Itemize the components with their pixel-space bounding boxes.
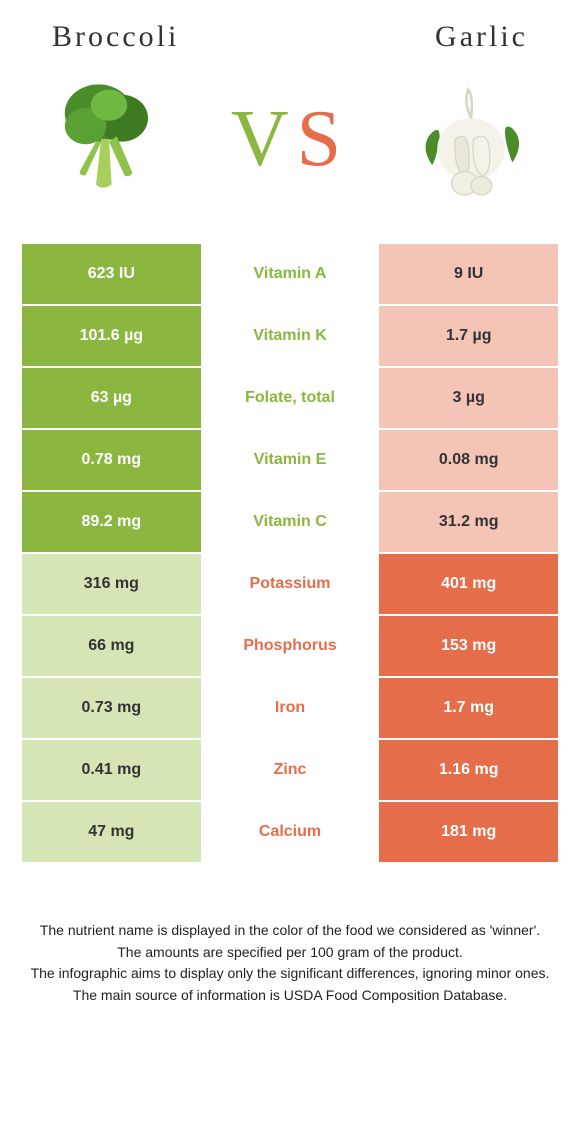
- left-value: 623 IU: [22, 244, 201, 306]
- caption-line: The infographic aims to display only the…: [28, 963, 552, 985]
- right-value: 3 µg: [379, 368, 558, 430]
- left-value: 63 µg: [22, 368, 201, 430]
- vs-label: VS: [184, 94, 396, 185]
- broccoli-icon: [34, 64, 184, 214]
- nutrient-row: 47 mgCalcium181 mg: [22, 802, 558, 864]
- right-value: 401 mg: [379, 554, 558, 616]
- nutrient-row: 0.73 mgIron1.7 mg: [22, 678, 558, 740]
- nutrient-label: Vitamin C: [201, 492, 380, 554]
- right-value: 181 mg: [379, 802, 558, 864]
- right-value: 31.2 mg: [379, 492, 558, 554]
- title-row: Broccoli Garlic: [22, 20, 558, 54]
- right-value: 1.7 mg: [379, 678, 558, 740]
- left-value: 0.78 mg: [22, 430, 201, 492]
- infographic-container: Broccoli Garlic VS: [0, 0, 580, 1144]
- nutrient-table: 623 IUVitamin A9 IU101.6 µgVitamin K1.7 …: [22, 244, 558, 864]
- nutrient-row: 101.6 µgVitamin K1.7 µg: [22, 306, 558, 368]
- nutrient-row: 316 mgPotassium401 mg: [22, 554, 558, 616]
- nutrient-label: Zinc: [201, 740, 380, 802]
- vs-letter-v: V: [231, 95, 297, 183]
- nutrient-label: Folate, total: [201, 368, 380, 430]
- caption-block: The nutrient name is displayed in the co…: [22, 920, 558, 1007]
- nutrient-label: Potassium: [201, 554, 380, 616]
- right-value: 0.08 mg: [379, 430, 558, 492]
- left-value: 66 mg: [22, 616, 201, 678]
- garlic-icon: [396, 64, 546, 214]
- nutrient-row: 66 mgPhosphorus153 mg: [22, 616, 558, 678]
- caption-line: The nutrient name is displayed in the co…: [28, 920, 552, 942]
- right-value: 1.7 µg: [379, 306, 558, 368]
- right-value: 1.16 mg: [379, 740, 558, 802]
- nutrient-label: Vitamin E: [201, 430, 380, 492]
- caption-line: The amounts are specified per 100 gram o…: [28, 942, 552, 964]
- nutrient-row: 0.41 mgZinc1.16 mg: [22, 740, 558, 802]
- right-food-title: Garlic: [290, 20, 558, 54]
- icon-row: VS: [22, 64, 558, 214]
- nutrient-label: Phosphorus: [201, 616, 380, 678]
- left-value: 47 mg: [22, 802, 201, 864]
- nutrient-row: 89.2 mgVitamin C31.2 mg: [22, 492, 558, 554]
- left-value: 101.6 µg: [22, 306, 201, 368]
- nutrient-row: 623 IUVitamin A9 IU: [22, 244, 558, 306]
- right-value: 9 IU: [379, 244, 558, 306]
- caption-line: The main source of information is USDA F…: [28, 985, 552, 1007]
- nutrient-row: 0.78 mgVitamin E0.08 mg: [22, 430, 558, 492]
- vs-letter-s: S: [297, 95, 350, 183]
- left-food-title: Broccoli: [22, 20, 290, 54]
- left-value: 89.2 mg: [22, 492, 201, 554]
- right-value: 153 mg: [379, 616, 558, 678]
- nutrient-label: Calcium: [201, 802, 380, 864]
- nutrient-label: Iron: [201, 678, 380, 740]
- nutrient-label: Vitamin A: [201, 244, 380, 306]
- left-value: 316 mg: [22, 554, 201, 616]
- left-value: 0.41 mg: [22, 740, 201, 802]
- nutrient-label: Vitamin K: [201, 306, 380, 368]
- nutrient-row: 63 µgFolate, total3 µg: [22, 368, 558, 430]
- left-value: 0.73 mg: [22, 678, 201, 740]
